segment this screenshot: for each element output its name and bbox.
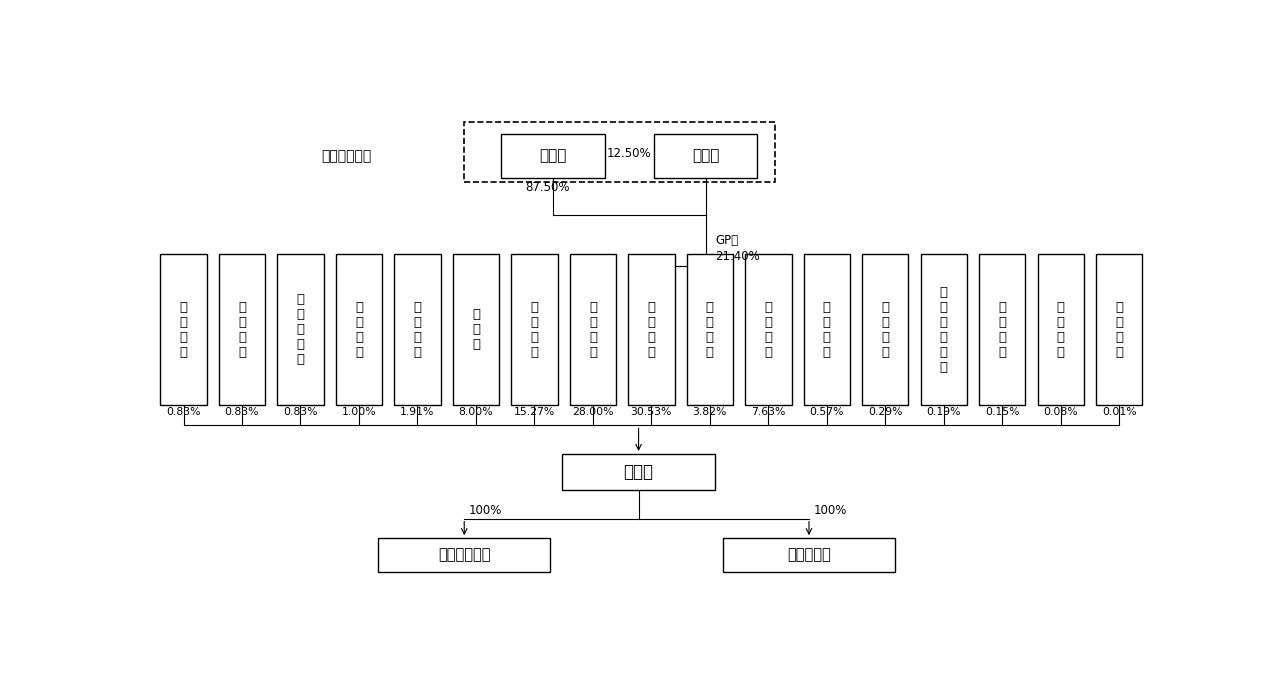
Bar [653, 134, 758, 178]
Text: 1.91%: 1.91% [400, 406, 435, 417]
Text: 3.82%: 3.82% [693, 406, 727, 417]
Text: 0.83%: 0.83% [167, 406, 201, 417]
Bar [723, 538, 895, 572]
Text: 12.50%: 12.50% [608, 147, 652, 160]
Text: 东
方
氢
能: 东 方 氢 能 [822, 301, 831, 359]
Bar [394, 254, 441, 404]
Text: 三
一
重
能: 三 一 重 能 [588, 301, 597, 359]
Text: 87.50%: 87.50% [526, 180, 571, 194]
Text: 8.00%: 8.00% [459, 406, 493, 417]
Bar [160, 254, 207, 404]
Bar [979, 254, 1026, 404]
Text: GP，
21.40%: GP， 21.40% [716, 234, 760, 262]
Bar [511, 254, 558, 404]
Text: 海
宁
华
能: 海 宁 华 能 [764, 301, 773, 359]
Bar [862, 254, 909, 404]
Bar [686, 254, 733, 404]
Text: 30.53%: 30.53% [630, 406, 672, 417]
Text: 1.00%: 1.00% [342, 406, 376, 417]
Bar [628, 254, 675, 404]
Text: 董
晓
栗: 董 晓 栗 [472, 308, 480, 351]
Text: 0.08%: 0.08% [1043, 406, 1078, 417]
Text: 海
宁
慧
仁: 海 宁 慧 仁 [1115, 301, 1124, 359]
Bar [219, 254, 266, 404]
Text: 德力佳: 德力佳 [624, 463, 653, 481]
Bar [501, 134, 605, 178]
Text: 28.00%: 28.00% [572, 406, 614, 417]
Text: 宁
波
澳
阳: 宁 波 澳 阳 [413, 301, 422, 359]
Bar [920, 254, 967, 404]
Text: 0.01%: 0.01% [1102, 406, 1136, 417]
Bar [745, 254, 792, 404]
Text: 0.83%: 0.83% [225, 406, 259, 417]
Bar [569, 254, 616, 404]
Text: 无
锡
高
投
毅
达: 无 锡 高 投 毅 达 [939, 285, 948, 374]
Text: 0.83%: 0.83% [283, 406, 318, 417]
Bar [562, 454, 714, 490]
Text: 南
京
晨
瑞: 南 京 晨 瑞 [647, 301, 656, 359]
Text: 15.27%: 15.27% [513, 406, 555, 417]
Text: 彬
景
投
资: 彬 景 投 资 [530, 301, 539, 359]
Text: 无
锡
德
同: 无 锡 德 同 [705, 301, 714, 359]
Text: 刘建国: 刘建国 [539, 149, 567, 164]
Text: 北
京
高
瓴: 北 京 高 瓴 [238, 301, 247, 359]
Text: 实际控制人：: 实际控制人： [322, 149, 371, 163]
Bar [1037, 254, 1084, 404]
Text: 德力佳增速机: 德力佳增速机 [438, 547, 491, 563]
Text: 0.57%: 0.57% [810, 406, 844, 417]
Bar [336, 254, 383, 404]
Text: 厦
门
航
力
恒: 厦 门 航 力 恒 [296, 293, 305, 366]
Bar [803, 254, 850, 404]
Text: 无
锡
云
林: 无 锡 云 林 [881, 301, 890, 359]
Text: 7.63%: 7.63% [751, 406, 785, 417]
Text: 0.15%: 0.15% [985, 406, 1019, 417]
Text: 100%: 100% [813, 504, 848, 517]
Text: 0.29%: 0.29% [868, 406, 902, 417]
Bar [277, 254, 324, 404]
Bar [1096, 254, 1143, 404]
Text: 嘉
兴
宸
锦: 嘉 兴 宸 锦 [998, 301, 1007, 359]
Text: 100%: 100% [469, 504, 502, 517]
Text: 南
京
合
翼: 南 京 合 翼 [1056, 301, 1065, 359]
Bar [377, 538, 550, 572]
Text: 孔金凤: 孔金凤 [691, 149, 719, 164]
Text: 0.19%: 0.19% [927, 406, 961, 417]
Text: 珠
海
泉
和: 珠 海 泉 和 [179, 301, 188, 359]
Text: 珠
海
楚
恒: 珠 海 楚 恒 [355, 301, 364, 359]
Bar [464, 122, 774, 182]
Text: 汕头德力佳: 汕头德力佳 [787, 547, 831, 563]
Bar [452, 254, 500, 404]
